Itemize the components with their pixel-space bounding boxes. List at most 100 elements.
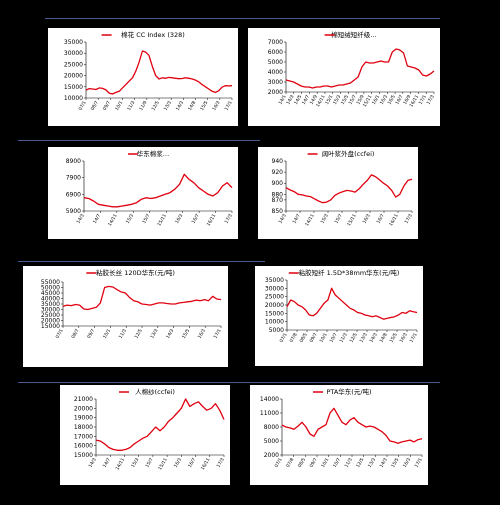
x-tick-label: 15/9 [355,94,365,106]
y-tick-label: 15000 [41,323,60,330]
x-tick-label: 14/3 [75,213,85,225]
y-tick-label: 5000 [269,327,284,334]
y-tick-label: 7900 [66,175,81,182]
x-tick-label: 08/7 [90,100,100,112]
y-tick-label: 2000 [264,452,279,459]
y-tick-label: 5900 [66,208,81,215]
y-tick-label: 15000 [265,310,284,317]
x-tick-label: 16/11 [200,457,212,471]
x-tick-label: 16/11 [388,213,400,227]
y-tick-label: 2000 [268,89,283,96]
x-tick-label: 15/7 [144,457,154,469]
series-line [281,407,423,444]
y-tick-label: 21000 [74,396,93,403]
series-line [286,287,418,320]
x-tick-label: 15/5 [181,328,191,340]
x-tick-label: 10/1 [318,332,328,344]
y-tick-label: 35000 [265,277,284,284]
y-tick-label: 20000 [41,318,60,325]
y-tick-label: 8900 [66,158,81,165]
chart-title: 阔叶浆外盘(ccfei) [322,149,375,158]
rule-1 [18,140,260,141]
rule-2 [18,261,265,262]
x-tick-label: 16/3 [174,213,184,225]
x-tick-label: 07/8 [288,332,298,344]
x-tick-label: 15/5 [199,100,209,112]
x-tick-label: 15/11 [362,94,374,108]
chart-panel-rayon-yarn: 人棉纱(ccfei) 21000 20000 19000 18000 17000 16000… [60,385,230,485]
x-tick-label: 12/5 [150,100,160,112]
x-tick-label: 16/3 [197,328,207,340]
y-tick-label: 30000 [265,285,284,292]
x-tick-label: 17/3 [425,94,435,106]
x-tick-label: 13/3 [163,100,173,112]
chart-panel-cotton-index: 棉花 CC Index (328) 35000 30000 25000 20000 150… [48,28,238,126]
x-tick-label: 08/5 [298,332,308,344]
y-tick-label: 25000 [265,294,284,301]
x-tick-label: 08/5 [297,457,307,469]
x-tick-label: 12/5 [348,332,358,344]
y-tick-label: 20000 [265,302,284,309]
y-tick-label: 25000 [41,312,60,319]
x-tick-label: 14/3 [368,332,378,344]
y-tick-label: 5000 [264,438,279,445]
x-tick-label: 16/7 [394,94,404,106]
x-tick-label: 15/11 [156,213,168,227]
x-tick-label: 07/1 [273,457,283,469]
x-tick-label: 16/3 [173,457,183,469]
x-tick-label: 17/1 [223,100,233,112]
y-tick-label: 900 [272,180,284,187]
x-tick-label: 16/3 [379,94,389,106]
x-tick-label: 15/5 [340,94,350,106]
y-tick-label: 7000 [268,39,283,46]
y-tick-label: 15000 [64,84,83,91]
y-tick-label: 920 [272,169,284,176]
y-tick-label: 55000 [41,279,60,286]
x-tick-label: 09/7 [308,332,318,344]
x-tick-label: 13/3 [367,457,377,469]
series-line [85,50,233,95]
x-tick-label: 11/9 [138,100,148,112]
x-tick-label: 16/5 [387,94,397,106]
y-tick-label: 25000 [64,61,83,68]
y-tick-label: 880 [272,191,284,198]
x-tick-label: 14/3 [165,328,175,340]
x-tick-label: 16/3 [398,332,408,344]
chart-title: 粘胶短纤 1.5D*38mm华东(元/吨) [299,268,400,277]
x-tick-label: 15/3 [319,213,329,225]
y-tick-label: 8000 [264,424,279,431]
x-tick-label: 14/8 [187,100,197,112]
y-tick-label: 35000 [41,301,60,308]
y-tick-label: 30000 [64,50,83,57]
x-tick-label: 14/3 [378,457,388,469]
y-tick-label: 16000 [74,443,93,450]
series-line [285,48,435,89]
x-tick-label: 16/7 [187,457,197,469]
x-tick-label: 12/5 [355,457,365,469]
chart-svg: 粘胶长丝 120D华东(元/吨) 550005000045000400003500… [41,268,223,340]
y-tick-label: 19000 [74,415,93,422]
series-line [83,173,233,208]
chart-panel-viscose-staple: 粘胶短纤 1.5D*38mm华东(元/吨) 35000 30000 25000 2000… [255,266,423,366]
y-tick-label: 3000 [268,79,283,86]
y-tick-label: 6000 [268,49,283,56]
x-tick-label: 15/7 [141,213,151,225]
top-rule [45,18,440,19]
y-tick-label: 14000 [260,396,279,403]
x-tick-label: 14/7 [92,213,102,225]
x-tick-label: 14/3 [87,457,97,469]
y-tick-label: 10000 [265,319,284,326]
x-tick-label: 09/7 [308,457,318,469]
y-tick-label: 50000 [41,285,60,292]
x-tick-label: 14/3 [285,94,295,106]
chart-svg: 人棉纱(ccfei) 21000 20000 19000 18000 17000 16000… [74,387,226,471]
x-tick-label: 10/1 [114,100,124,112]
y-tick-label: 15000 [74,452,93,459]
x-tick-label: 15/7 [348,94,358,106]
x-tick-label: 11/3 [118,328,128,340]
x-tick-label: 08/7 [70,328,80,340]
x-tick-label: 14/9 [309,94,319,106]
x-tick-label: 14/3 [277,213,287,225]
x-tick-label: 14/7 [291,213,301,225]
